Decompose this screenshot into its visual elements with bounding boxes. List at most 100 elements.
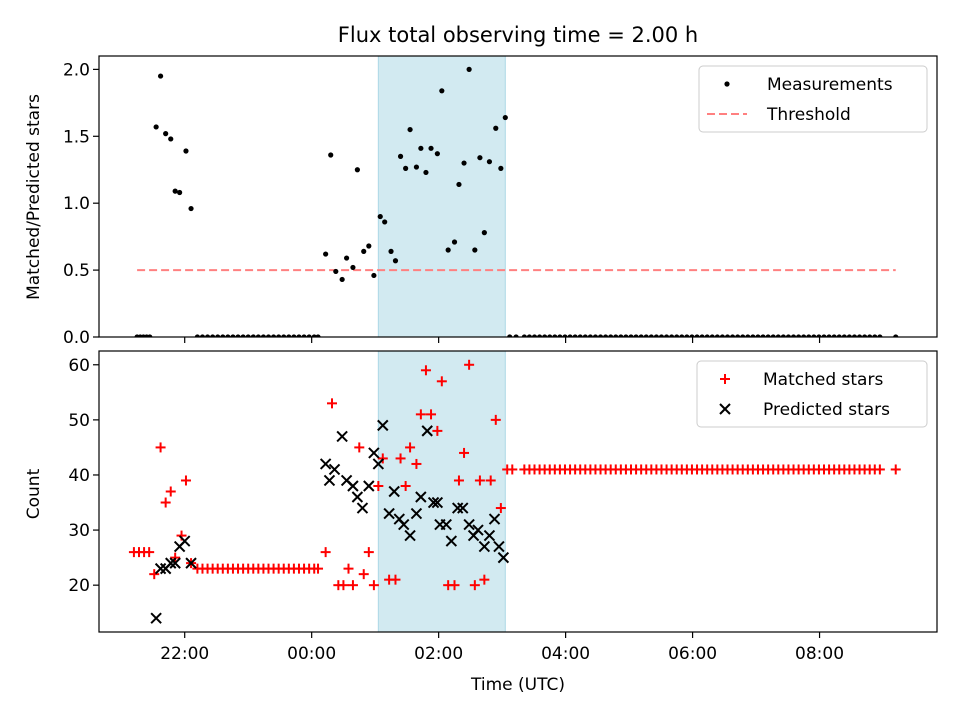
measurement-point [821,334,827,337]
measurement-point [301,334,307,337]
measurement-point [215,334,221,337]
measurement-point [613,334,619,337]
top-ytick-label: 0.5 [63,261,90,281]
matched-star-point [155,442,166,453]
measurement-point [225,334,231,337]
predicted-star-point [383,507,395,520]
legend-measurements-marker [724,81,730,87]
predicted-star-point [488,513,501,525]
measurement-point [735,334,741,337]
measurement-point [477,155,483,161]
measurement-point [699,334,705,337]
top-series-measurements [134,66,899,337]
bottom-axes-frame [98,350,938,633]
measurement-point [413,164,420,170]
matched-star-point [420,365,431,376]
measurement-point [507,334,513,337]
measurement-point [354,167,360,173]
matched-star-point [343,563,354,574]
measurement-point [230,334,236,337]
measurement-point [526,334,533,337]
measurement-point [397,153,404,159]
measurement-point [577,334,583,337]
measurement-point [658,334,665,337]
measurement-point [750,334,756,337]
measurement-point [296,334,302,337]
bottom-observing-span [377,351,506,632]
predicted-star-point [415,491,427,503]
measurement-point [531,334,538,337]
matched-star-point [320,547,331,558]
top-legend-label: Measurements [767,75,893,95]
legend-predicted-marker [719,403,731,415]
measurement-point [669,334,675,337]
measurement-point [498,165,504,171]
top-plot-content [134,56,899,337]
measurement-point [418,145,424,151]
measurement-point [542,334,548,337]
top-observing-span [377,56,506,337]
measurement-point [689,334,695,337]
predicted-star-point [356,502,369,514]
measurement-point [461,160,467,166]
measurement-point [286,334,292,337]
measurement-point [648,334,654,337]
top-chart-title: Flux total observing time = 2.00 h [338,23,698,47]
predicted-star-point [347,480,359,492]
measurement-point [428,145,434,151]
measurement-point [204,334,211,337]
measurement-point [765,334,771,337]
predicted-star-point [457,502,469,514]
measurement-point [729,334,736,337]
matched-star-point [373,480,384,491]
measurement-point [877,334,883,337]
measurement-point [163,131,169,137]
predicted-star-point [440,518,452,531]
legend-matched-marker [720,374,730,384]
measurement-point [255,334,261,337]
top-ytick-label: 0.0 [63,328,90,348]
bottom-legend-box [696,360,928,428]
measurement-point [893,334,899,337]
measurement-point [472,247,478,253]
measurement-point [618,334,624,337]
matched-star-point [479,574,490,585]
measurement-point [572,334,578,337]
measurement-point [851,334,858,337]
measurement-point [481,230,487,236]
measurement-point [445,247,451,253]
measurement-point [199,334,206,337]
measurement-point [407,126,413,133]
measurement-point [240,334,246,337]
xtick-label: 08:00 [795,644,844,664]
measurement-point [856,334,863,337]
measurement-point [486,159,493,165]
measurement-point [663,334,670,337]
measurement-point [785,334,792,337]
predicted-star-point [431,496,444,509]
predicted-star-point [398,518,410,531]
bottom-legend-label: Predicted stars [763,400,890,420]
matched-star-point [474,475,485,486]
measurement-point [194,334,201,337]
measurement-point [846,334,852,337]
matched-star-point [507,464,518,475]
matched-star-point [160,497,171,508]
measurement-point [801,334,807,337]
predicted-star-point [323,474,336,487]
predicted-star-point [463,518,475,531]
matched-star-point [449,580,460,591]
measurement-point [466,66,472,72]
predicted-star-point [351,491,364,503]
measurement-point [306,334,312,337]
bottom-legend: Matched stars Predicted stars [696,360,928,428]
top-legend-label: Threshold [766,105,851,125]
xtick-label: 04:00 [541,644,590,664]
measurement-point [392,258,399,264]
measurement-point [423,169,429,176]
matched-star-point [313,563,324,574]
measurement-point [235,334,241,337]
measurement-point [291,334,297,337]
matched-star-point [490,414,501,425]
bottom-series-predicted-stars [150,419,510,624]
